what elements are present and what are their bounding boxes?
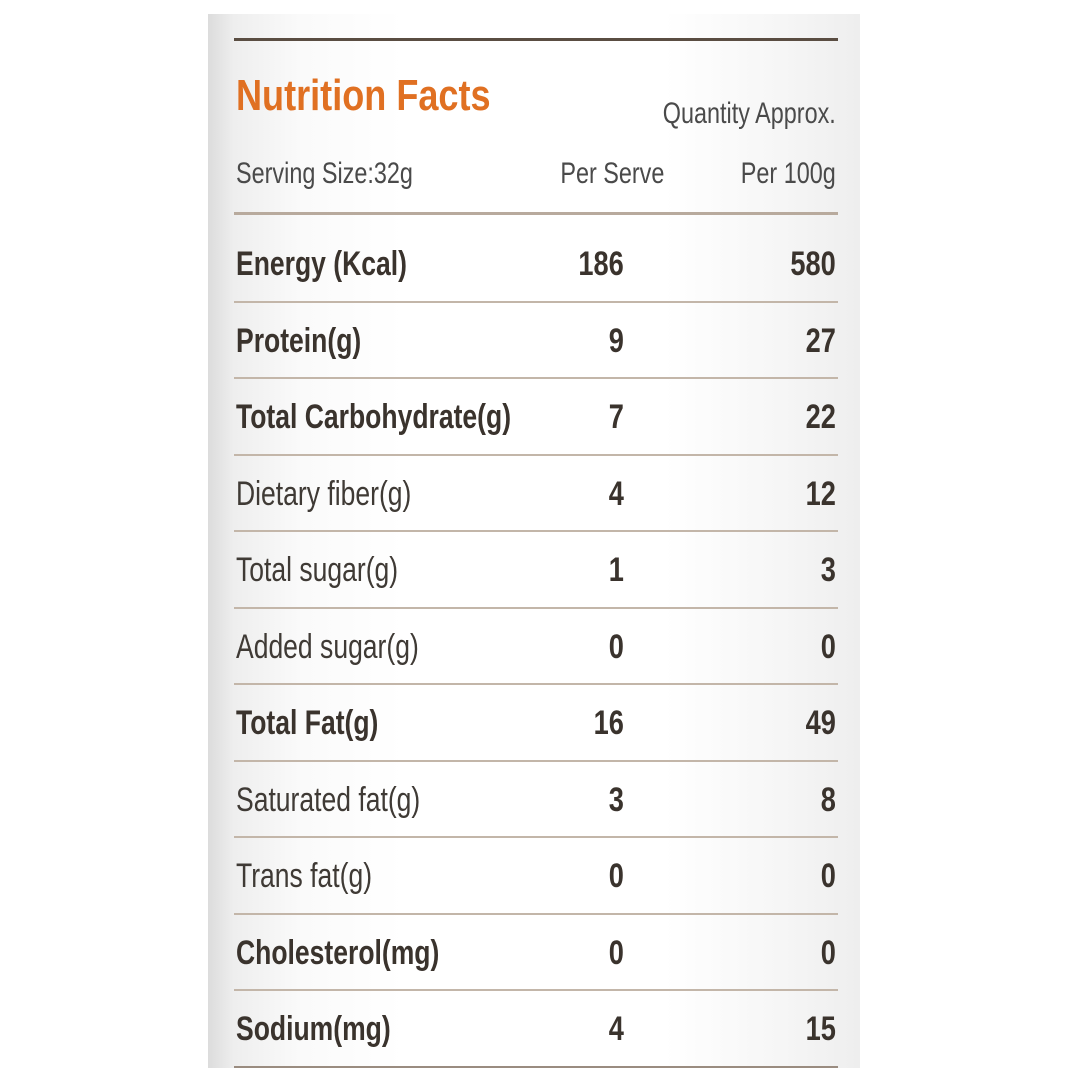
per-serve-value: 9 [608,321,624,360]
per-100g-value: 15 [805,1010,836,1048]
column-header-per-100g: Per 100g [741,157,836,190]
per-100g-value: 3 [820,551,836,589]
nutrient-row: Protein(g) 9 27 [234,303,838,379]
per-100g-value: 12 [805,474,836,513]
per-serve-value: 7 [608,398,624,436]
nutrient-name: Saturated fat(g) [236,780,421,819]
nutrient-row: Total sugar(g) 1 3 [234,532,838,609]
column-header-per-serve: Per Serve [559,157,664,190]
per-serve-value: 0 [608,857,624,895]
nutrient-rows: Energy (Kcal) 186 580 Protein(g) 9 27 To… [234,226,838,1068]
per-serve-value: 4 [608,1010,624,1048]
nutrient-name: Sodium(mg) [236,1010,391,1048]
nutrient-name: Trans fat(g) [236,857,373,895]
nutrient-row: Added sugar(g) 0 0 [234,609,838,685]
serving-size: Serving Size:32g [236,157,413,190]
nutrition-label: Nutrition Facts Quantity Approx. Serving… [208,14,860,1068]
per-serve-value: 3 [608,780,624,819]
per-serve-value: 0 [608,933,624,972]
nutrient-name: Total Fat(g) [236,704,379,742]
nutrient-name: Cholesterol(mg) [236,933,440,972]
nutrient-row: Energy (Kcal) 186 580 [234,226,838,303]
nutrient-name: Protein(g) [236,321,362,360]
per-100g-value: 0 [820,857,836,895]
nutrient-name: Dietary fiber(g) [236,474,412,513]
header-rule [234,212,838,215]
nutrient-row: Total Fat(g) 16 49 [234,685,838,762]
nutrient-name: Energy (Kcal) [236,245,407,283]
nutrient-row: Dietary fiber(g) 4 12 [234,456,838,532]
per-100g-value: 49 [805,704,836,742]
top-rule [234,38,838,41]
nutrient-name: Total sugar(g) [236,551,399,589]
per-100g-value: 0 [820,933,836,972]
per-serve-value: 186 [578,245,624,283]
nutrient-row: Trans fat(g) 0 0 [234,838,838,915]
nutrient-row: Total Carbohydrate(g) 7 22 [234,379,838,456]
nutrient-name: Added sugar(g) [236,627,419,666]
per-100g-value: 0 [820,627,836,666]
nutrient-row: Saturated fat(g) 3 8 [234,762,838,838]
nutrient-row: Cholesterol(mg) 0 0 [234,915,838,991]
per-100g-value: 22 [805,398,836,436]
nutrient-name: Total Carbohydrate(g) [236,398,512,436]
per-100g-value: 8 [820,780,836,819]
per-serve-value: 1 [608,551,624,589]
per-100g-value: 580 [790,245,836,283]
per-serve-value: 0 [608,627,624,666]
per-serve-value: 4 [608,474,624,513]
quantity-note: Quantity Approx. [662,97,836,130]
label-title: Nutrition Facts [236,71,491,120]
per-serve-value: 16 [593,704,624,742]
nutrient-row: Sodium(mg) 4 15 [234,991,838,1068]
per-100g-value: 27 [805,321,836,360]
